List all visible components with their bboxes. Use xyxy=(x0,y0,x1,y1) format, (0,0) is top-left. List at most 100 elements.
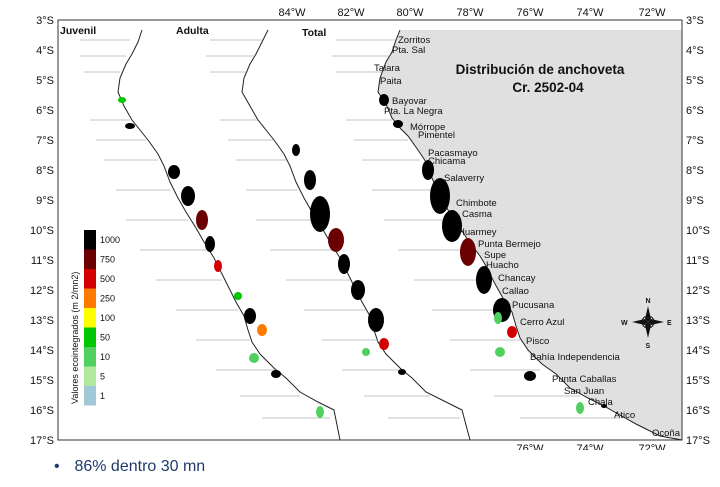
place-label: Mórrope xyxy=(410,122,445,133)
place-label: Talara xyxy=(374,63,401,74)
legend-level: 250 xyxy=(100,294,115,304)
legend-swatch xyxy=(84,288,96,308)
lat-label-right: 13°S xyxy=(686,315,710,327)
legend-title: Valores ecointegrados (m 2/mn2) xyxy=(70,272,80,404)
legend-level: 5 xyxy=(100,372,105,382)
lat-label-right: 17°S xyxy=(686,435,710,447)
coast-juvenil xyxy=(117,29,341,441)
lat-label-left: 17°S xyxy=(30,435,54,447)
lat-label-right: 6°S xyxy=(686,105,704,117)
panel-label-adulta: Adulta xyxy=(176,25,209,37)
lon-label-bottom: 74°W xyxy=(576,443,604,450)
lat-label-right: 7°S xyxy=(686,135,704,147)
survey-tracks-juvenil xyxy=(80,39,330,419)
place-label: Bahía Independencia xyxy=(530,352,621,363)
place-label: Chicama xyxy=(428,156,466,167)
place-label: Casma xyxy=(462,209,493,220)
land-area xyxy=(378,30,682,440)
density-adulta xyxy=(292,144,406,375)
lat-label-left: 11°S xyxy=(31,255,54,267)
lat-label-right: 12°S xyxy=(686,285,710,297)
lat-label-left: 12°S xyxy=(30,285,54,297)
place-label: Bayovar xyxy=(392,96,427,107)
latitude-labels-right: 3°S 4°S 5°S 6°S 7°S 8°S 9°S 10°S 11°S 12°S 13°S 14°… xyxy=(686,15,710,447)
lat-label-left: 13°S xyxy=(30,315,54,327)
lat-label-left: 10°S xyxy=(30,225,54,237)
lon-label-bottom: 76°W xyxy=(516,443,544,450)
lat-label-right: 8°S xyxy=(686,165,704,177)
lat-label-right: 9°S xyxy=(686,195,704,207)
compass-n: N xyxy=(646,298,651,305)
place-label: Chancay xyxy=(498,273,536,284)
lat-label-right: 14°S xyxy=(686,345,710,357)
legend-level: 500 xyxy=(100,274,115,284)
place-label: Huarmey xyxy=(458,227,497,238)
summary-bullet: • 86% dentro 30 mn xyxy=(54,458,205,476)
density-juvenil xyxy=(118,97,324,418)
density-total xyxy=(379,94,607,414)
lat-label-right: 11°S xyxy=(686,255,709,267)
legend-swatch xyxy=(84,347,96,367)
lon-label-bottom: 72°W xyxy=(638,443,666,450)
place-label: Cerro Azul xyxy=(520,317,564,328)
place-label: Zorritos xyxy=(398,35,430,46)
compass-w: W xyxy=(621,320,628,327)
legend-level: 50 xyxy=(100,333,110,343)
place-label: Chala xyxy=(588,397,614,408)
bullet-dot: • xyxy=(54,458,60,475)
lat-label-right: 16°S xyxy=(686,405,710,417)
longitude-labels-bottom: 76°W 74°W 72°W xyxy=(516,443,666,450)
legend-swatch xyxy=(84,308,96,328)
anchovy-distribution-map: 3°S4°S5°S6°S7°S8°S9°S10°S11°S12°S13°S14°… xyxy=(30,7,710,450)
legend-level: 1 xyxy=(100,391,105,401)
legend-swatch xyxy=(84,386,96,406)
lat-label-left: 5°S xyxy=(36,75,54,87)
lat-label-right: 3°S xyxy=(686,15,704,27)
place-label: Atico xyxy=(614,410,635,421)
place-label: Huacho xyxy=(486,260,519,271)
lat-label-left: 6°S xyxy=(36,105,54,117)
legend-level: 750 xyxy=(100,255,115,265)
place-label: San Juan xyxy=(564,386,604,397)
legend-level: 1000 xyxy=(100,235,120,245)
legend-level: 100 xyxy=(100,313,115,323)
lat-label-left: 8°S xyxy=(36,165,54,177)
place-label: Chimbote xyxy=(456,198,497,209)
lat-label-right: 5°S xyxy=(686,75,704,87)
latitude-labels-left: 3°S 4°S 5°S 6°S 7°S 8°S 9°S 10°S 11°S 12°S 13°S 14°… xyxy=(30,15,54,447)
longitude-labels-top: 84°W 82°W 80°W 78°W 76°W 74°W 72°W xyxy=(278,7,666,19)
panel-label-total: Total xyxy=(302,27,326,39)
legend: Valores ecointegrados (m 2/mn2) 1000 750 5… xyxy=(70,230,120,406)
lon-label-top: 82°W xyxy=(337,7,365,19)
place-label: Pta. Sal xyxy=(392,45,425,56)
place-label: Pimentel xyxy=(418,130,455,141)
compass-rose-icon: N S E W xyxy=(621,298,672,350)
legend-swatch xyxy=(84,327,96,347)
legend-swatch xyxy=(84,249,96,269)
lat-label-left: 14°S xyxy=(30,345,54,357)
lon-label-top: 72°W xyxy=(638,7,666,19)
lat-label-left: 15°S xyxy=(30,375,54,387)
legend-level: 10 xyxy=(100,352,110,362)
lat-label-left: 3°S xyxy=(36,15,54,27)
compass-e: E xyxy=(667,320,672,327)
legend-swatch xyxy=(84,269,96,289)
lon-label-top: 74°W xyxy=(576,7,604,19)
lat-label-right: 10°S xyxy=(686,225,710,237)
place-label: Salaverry xyxy=(444,173,484,184)
compass-s: S xyxy=(646,343,651,350)
place-label: Pucusana xyxy=(512,300,555,311)
place-label: Paita xyxy=(380,76,402,87)
lon-label-top: 84°W xyxy=(278,7,306,19)
survey-tracks-total xyxy=(332,39,620,419)
lon-label-top: 80°W xyxy=(396,7,424,19)
legend-swatch xyxy=(84,230,96,250)
lat-label-left: 4°S xyxy=(36,45,54,57)
place-label: Punta Bermejo xyxy=(478,239,541,250)
map-title-line2: Cr. 2502-04 xyxy=(512,80,584,95)
map-frame xyxy=(57,19,683,441)
lon-label-top: 76°W xyxy=(516,7,544,19)
lat-label-left: 16°S xyxy=(30,405,54,417)
place-label: Pta. La Negra xyxy=(384,106,443,117)
